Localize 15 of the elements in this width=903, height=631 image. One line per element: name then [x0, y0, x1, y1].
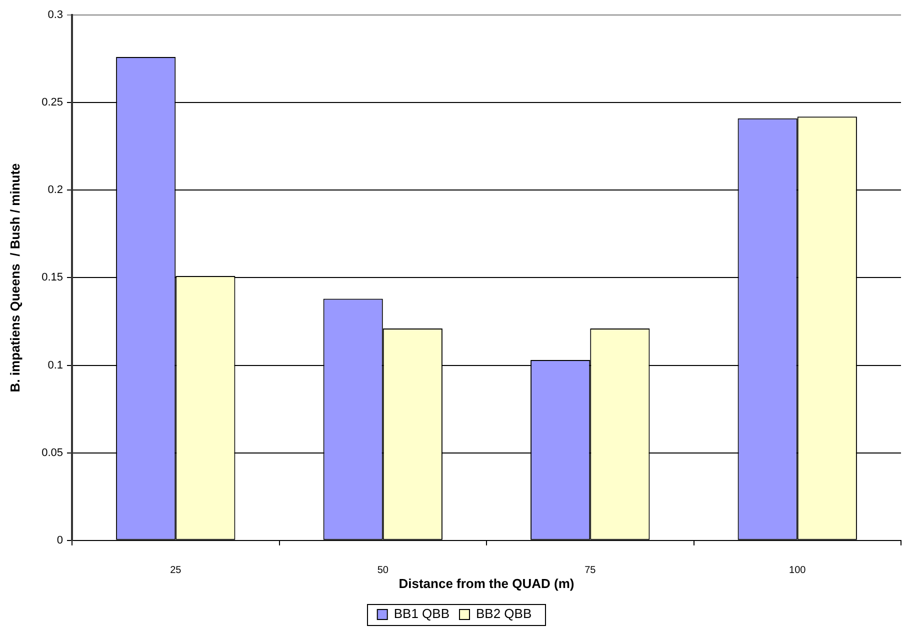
x-tick-label: 50	[377, 565, 389, 576]
y-tick-label: 0.1	[48, 359, 64, 372]
legend-label: BB2 QBB	[476, 606, 532, 622]
y-tick-label: 0	[56, 534, 64, 546]
y-tick-label: 0.05	[42, 446, 64, 459]
y-tick-label: 0.3	[48, 9, 64, 22]
x-tick-label: 100	[789, 565, 806, 576]
x-tick-label: 25	[170, 565, 182, 576]
y-tick-label: 0.15	[42, 272, 64, 284]
y-axis-title: B. impatiens Queens / Bush / minute	[7, 163, 22, 392]
y-tick-label: 0.25	[42, 96, 64, 109]
legend-label: BB1 QBB	[394, 606, 450, 622]
x-axis-title: Distance from the QUAD (m)	[398, 576, 574, 591]
x-tick-label: 75	[584, 565, 596, 576]
y-tick-label: 0.2	[48, 184, 64, 196]
